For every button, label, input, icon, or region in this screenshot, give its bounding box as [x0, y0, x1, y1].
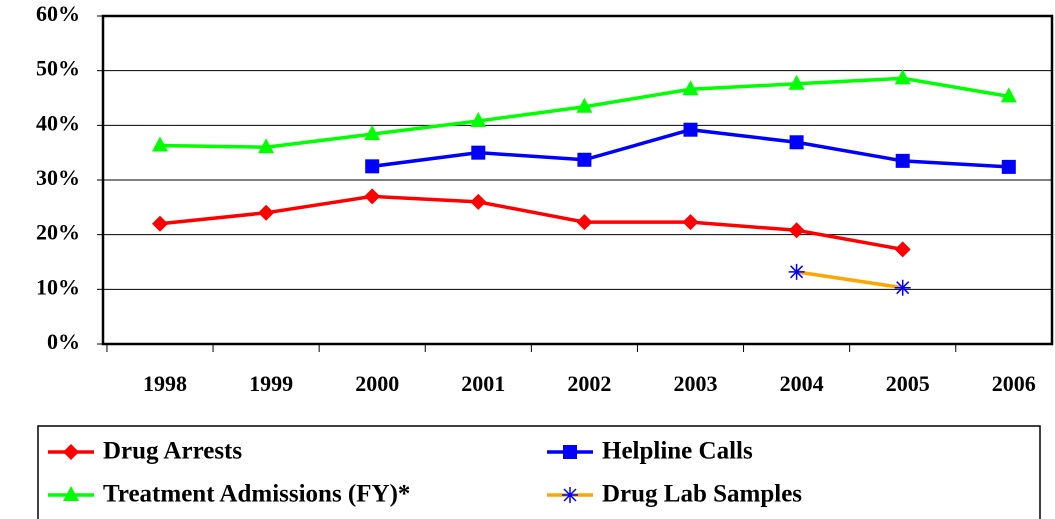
y-tick-label: 30%: [36, 165, 80, 190]
marker: [470, 111, 487, 127]
y-tick-label: 40%: [36, 110, 80, 135]
marker: [788, 222, 805, 239]
x-tick-label: 2000: [355, 371, 399, 396]
marker: [63, 486, 79, 501]
marker: [577, 152, 592, 167]
marker: [789, 135, 804, 150]
marker: [576, 214, 593, 231]
y-tick-label: 60%: [36, 1, 80, 26]
x-tick-label: 1999: [249, 371, 293, 396]
series-line: [159, 76, 1010, 149]
plot-frame: [101, 14, 1054, 346]
y-tick-label: 20%: [36, 220, 80, 245]
x-tick-label: 2003: [674, 371, 718, 396]
marker: [258, 138, 275, 154]
marker: [563, 445, 577, 459]
x-tick-label: 2006: [992, 371, 1036, 396]
marker: [894, 241, 911, 258]
marker: [576, 97, 593, 113]
x-tick-label: 2001: [461, 371, 505, 396]
marker: [258, 204, 275, 221]
x-tick-label: 1998: [143, 371, 187, 396]
legend-label: Treatment Admissions (FY)*: [103, 481, 410, 508]
marker: [562, 487, 578, 503]
legend-label: Drug Lab Samples: [602, 481, 802, 508]
marker: [470, 193, 487, 210]
y-tick-label: 50%: [36, 56, 80, 81]
marker: [152, 136, 168, 152]
marker: [894, 279, 911, 296]
marker: [788, 263, 805, 280]
series-line: [159, 194, 904, 252]
marker: [364, 188, 381, 205]
x-tick-label: 2002: [567, 371, 611, 396]
x-tick-label: 2005: [886, 371, 930, 396]
marker: [1001, 159, 1016, 174]
marker: [682, 80, 699, 96]
marker: [1000, 87, 1017, 103]
legend-box: [37, 425, 1041, 519]
y-tick-label: 0%: [47, 329, 80, 354]
marker: [895, 153, 910, 168]
y-tick-label: 10%: [36, 274, 80, 299]
marker: [152, 215, 168, 232]
marker: [894, 69, 911, 85]
marker: [364, 125, 381, 141]
series-line: [796, 270, 903, 290]
marker: [682, 214, 699, 231]
marker: [471, 145, 486, 160]
legend-label: Drug Arrests: [103, 438, 242, 465]
marker: [788, 74, 805, 90]
marker: [365, 159, 380, 174]
marker: [63, 444, 79, 460]
marker: [683, 122, 698, 137]
legend-label: Helpline Calls: [602, 438, 753, 465]
x-tick-label: 2004: [780, 371, 824, 396]
